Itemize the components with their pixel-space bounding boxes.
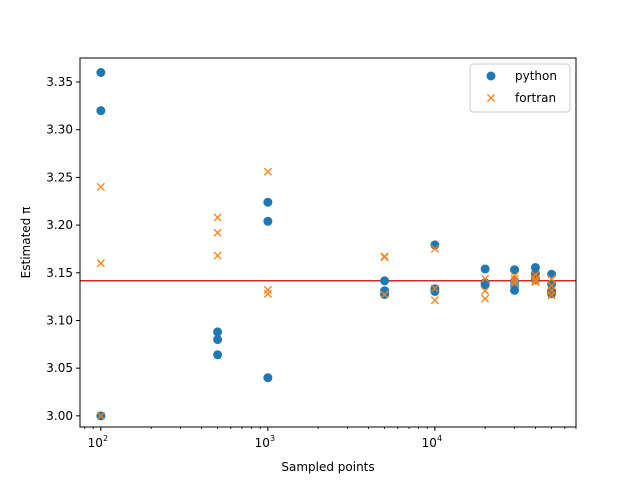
y-ticks-layer: 3.00 3.05 3.10 3.15 3.20 3.25 3.30 3.35	[46, 75, 80, 423]
point-python-17	[480, 280, 490, 290]
point-python-3	[213, 327, 223, 337]
y-tick-label: 3.10	[46, 313, 73, 327]
point-fortran-21	[510, 279, 519, 288]
point-fortran-16	[481, 286, 490, 295]
point-python-9	[380, 276, 390, 286]
plot-frame	[79, 57, 577, 428]
point-fortran-29	[547, 291, 556, 300]
legend: python fortran	[469, 63, 571, 113]
y-tick-label: 3.20	[46, 218, 73, 232]
point-fortran-26	[547, 274, 556, 283]
point-fortran-3	[213, 213, 222, 222]
point-fortran-13	[430, 284, 439, 293]
point-python-15	[480, 264, 490, 274]
point-fortran-24	[531, 276, 540, 286]
x-tick-label: 104	[422, 434, 442, 450]
point-fortran-2	[96, 411, 105, 420]
point-python-21	[510, 285, 520, 295]
x-tick-label: 103	[255, 434, 275, 450]
point-python-0	[96, 67, 106, 77]
point-fortran-8	[263, 289, 272, 298]
point-fortran-1	[96, 259, 105, 268]
x-ticks-layer: 102 103 104	[84, 427, 577, 450]
y-tick-label: 3.05	[46, 361, 73, 375]
point-fortran-10	[380, 253, 389, 262]
point-fortran-14	[430, 296, 439, 305]
point-fortran-7	[263, 285, 272, 295]
y-tick-label: 3.00	[46, 409, 73, 423]
point-python-8	[263, 373, 273, 383]
y-tick-label: 3.35	[46, 75, 73, 89]
point-fortran-25	[531, 278, 540, 287]
x-tick-label: 102	[88, 434, 108, 450]
point-fortran-18	[510, 271, 519, 280]
point-python-26	[547, 269, 557, 279]
point-python-5	[213, 350, 223, 360]
point-python-1	[96, 106, 106, 116]
point-fortran-11	[380, 290, 389, 299]
point-fortran-6	[263, 167, 272, 176]
x-axis-title: Sampled points	[281, 460, 374, 474]
y-tick-label: 3.30	[46, 123, 73, 137]
point-python-7	[263, 216, 273, 226]
point-python-18	[510, 265, 520, 275]
points-layer	[96, 67, 557, 421]
point-python-6	[263, 197, 273, 207]
point-fortran-0	[96, 182, 105, 192]
legend-marker-fortran	[486, 93, 496, 103]
point-python-4	[213, 335, 223, 345]
point-fortran-12	[430, 244, 439, 253]
point-python-29	[547, 289, 557, 299]
legend-marker-python	[486, 71, 496, 81]
point-fortran-4	[213, 228, 222, 237]
point-fortran-15	[481, 274, 490, 283]
legend-label-fortran: fortran	[515, 91, 556, 105]
point-fortran-5	[213, 251, 222, 260]
y-axis-title: Estimated π	[19, 207, 33, 279]
point-fortran-20	[510, 277, 519, 286]
point-python-14	[430, 286, 440, 296]
point-fortran-23	[531, 275, 540, 284]
point-fortran-17	[481, 294, 490, 303]
y-tick-label: 3.25	[46, 170, 73, 184]
legend-label-python: python	[515, 69, 557, 83]
y-tick-label: 3.15	[46, 266, 73, 280]
